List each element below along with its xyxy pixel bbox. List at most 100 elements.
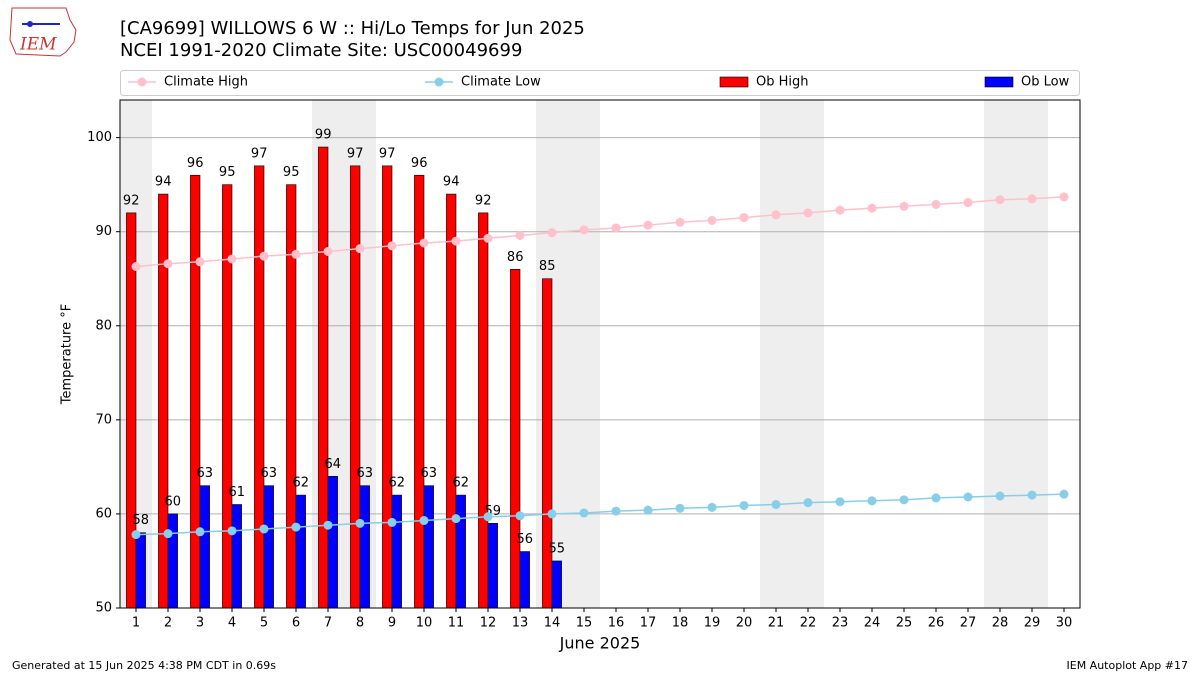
line-point xyxy=(579,225,589,235)
y-tick-label: 70 xyxy=(95,412,112,427)
line-point xyxy=(547,228,557,238)
data-label: 85 xyxy=(539,259,556,274)
data-label: 63 xyxy=(421,466,438,481)
data-label: 56 xyxy=(517,532,534,547)
footer-right: IEM Autoplot App #17 xyxy=(1067,659,1189,672)
data-label: 60 xyxy=(165,494,182,509)
x-tick-label: 18 xyxy=(672,616,689,631)
bar xyxy=(263,485,274,609)
line-point xyxy=(451,514,461,524)
line-point xyxy=(355,244,365,254)
y-tick-label: 50 xyxy=(95,601,112,616)
legend-swatch xyxy=(984,76,1014,88)
bar xyxy=(254,165,265,609)
line-point xyxy=(899,201,909,211)
x-tick-label: 21 xyxy=(768,616,785,631)
line-point xyxy=(259,251,269,261)
line-point xyxy=(195,527,205,537)
y-tick-label: 90 xyxy=(95,224,112,239)
line-point xyxy=(547,509,557,519)
line-point xyxy=(131,530,141,540)
chart-subtitle: NCEI 1991-2020 Climate Site: USC00049699 xyxy=(120,40,522,61)
data-label: 62 xyxy=(389,476,406,491)
x-tick-label: 6 xyxy=(292,616,300,631)
line-point xyxy=(451,236,461,246)
x-tick-label: 9 xyxy=(388,616,396,631)
line-point xyxy=(419,238,429,248)
line-point xyxy=(867,496,877,506)
bar xyxy=(199,485,210,609)
x-tick-label: 12 xyxy=(480,616,497,631)
line-point xyxy=(835,205,845,215)
bar xyxy=(455,494,466,609)
bar xyxy=(359,485,370,609)
weekend-shade xyxy=(568,100,600,608)
bar xyxy=(231,504,242,609)
line-point xyxy=(227,526,237,536)
line-point xyxy=(771,500,781,510)
bar xyxy=(391,494,402,609)
line-point xyxy=(163,529,173,539)
bar xyxy=(519,551,530,609)
line-point xyxy=(643,220,653,230)
bar xyxy=(286,184,297,609)
chart-title: [CA9699] WILLOWS 6 W :: Hi/Lo Temps for … xyxy=(120,18,585,39)
line-point xyxy=(323,520,333,530)
data-label: 64 xyxy=(325,457,342,472)
line-point xyxy=(611,223,621,233)
footer-left: Generated at 15 Jun 2025 4:38 PM CDT in … xyxy=(12,659,276,672)
line-point xyxy=(387,517,397,527)
line-point xyxy=(643,505,653,515)
line-point xyxy=(1027,490,1037,500)
line-point xyxy=(291,249,301,259)
x-tick-label: 3 xyxy=(196,616,204,631)
y-tick-label: 60 xyxy=(95,506,112,521)
bar xyxy=(135,532,146,609)
x-tick-label: 16 xyxy=(608,616,625,631)
x-tick-label: 23 xyxy=(832,616,849,631)
bar xyxy=(158,193,169,609)
x-tick-label: 13 xyxy=(512,616,529,631)
line-point xyxy=(803,208,813,218)
line-point xyxy=(931,199,941,209)
legend-marker xyxy=(434,77,444,87)
legend-marker xyxy=(137,77,147,87)
line-point xyxy=(675,503,685,513)
line-point xyxy=(131,262,141,272)
line-point xyxy=(227,254,237,264)
bar xyxy=(350,165,361,609)
data-label: 94 xyxy=(155,175,172,190)
data-label: 63 xyxy=(261,466,278,481)
x-tick-label: 15 xyxy=(576,616,593,631)
line-point xyxy=(355,518,365,528)
x-tick-label: 30 xyxy=(1056,616,1073,631)
line-point xyxy=(963,198,973,208)
bar xyxy=(318,146,329,609)
data-label: 62 xyxy=(293,476,310,491)
bar xyxy=(510,269,521,609)
line-point xyxy=(1059,489,1069,499)
bar xyxy=(551,560,562,609)
data-label: 86 xyxy=(507,250,524,265)
bar xyxy=(446,193,457,609)
x-tick-label: 8 xyxy=(356,616,364,631)
x-tick-label: 25 xyxy=(896,616,913,631)
weekend-shade xyxy=(984,100,1016,608)
data-label: 96 xyxy=(411,156,428,171)
bar xyxy=(478,212,489,609)
x-tick-label: 22 xyxy=(800,616,817,631)
line-point xyxy=(995,491,1005,501)
data-label: 58 xyxy=(133,513,150,528)
line-point xyxy=(963,492,973,502)
data-label: 97 xyxy=(379,146,396,161)
line-point xyxy=(323,246,333,256)
bar xyxy=(126,212,137,609)
line-point xyxy=(483,512,493,522)
y-tick-label: 100 xyxy=(87,130,112,145)
line-point xyxy=(931,493,941,503)
bar xyxy=(222,184,233,609)
legend-swatch xyxy=(719,76,749,88)
x-tick-label: 26 xyxy=(928,616,945,631)
bar xyxy=(327,475,338,609)
line-point xyxy=(771,210,781,220)
